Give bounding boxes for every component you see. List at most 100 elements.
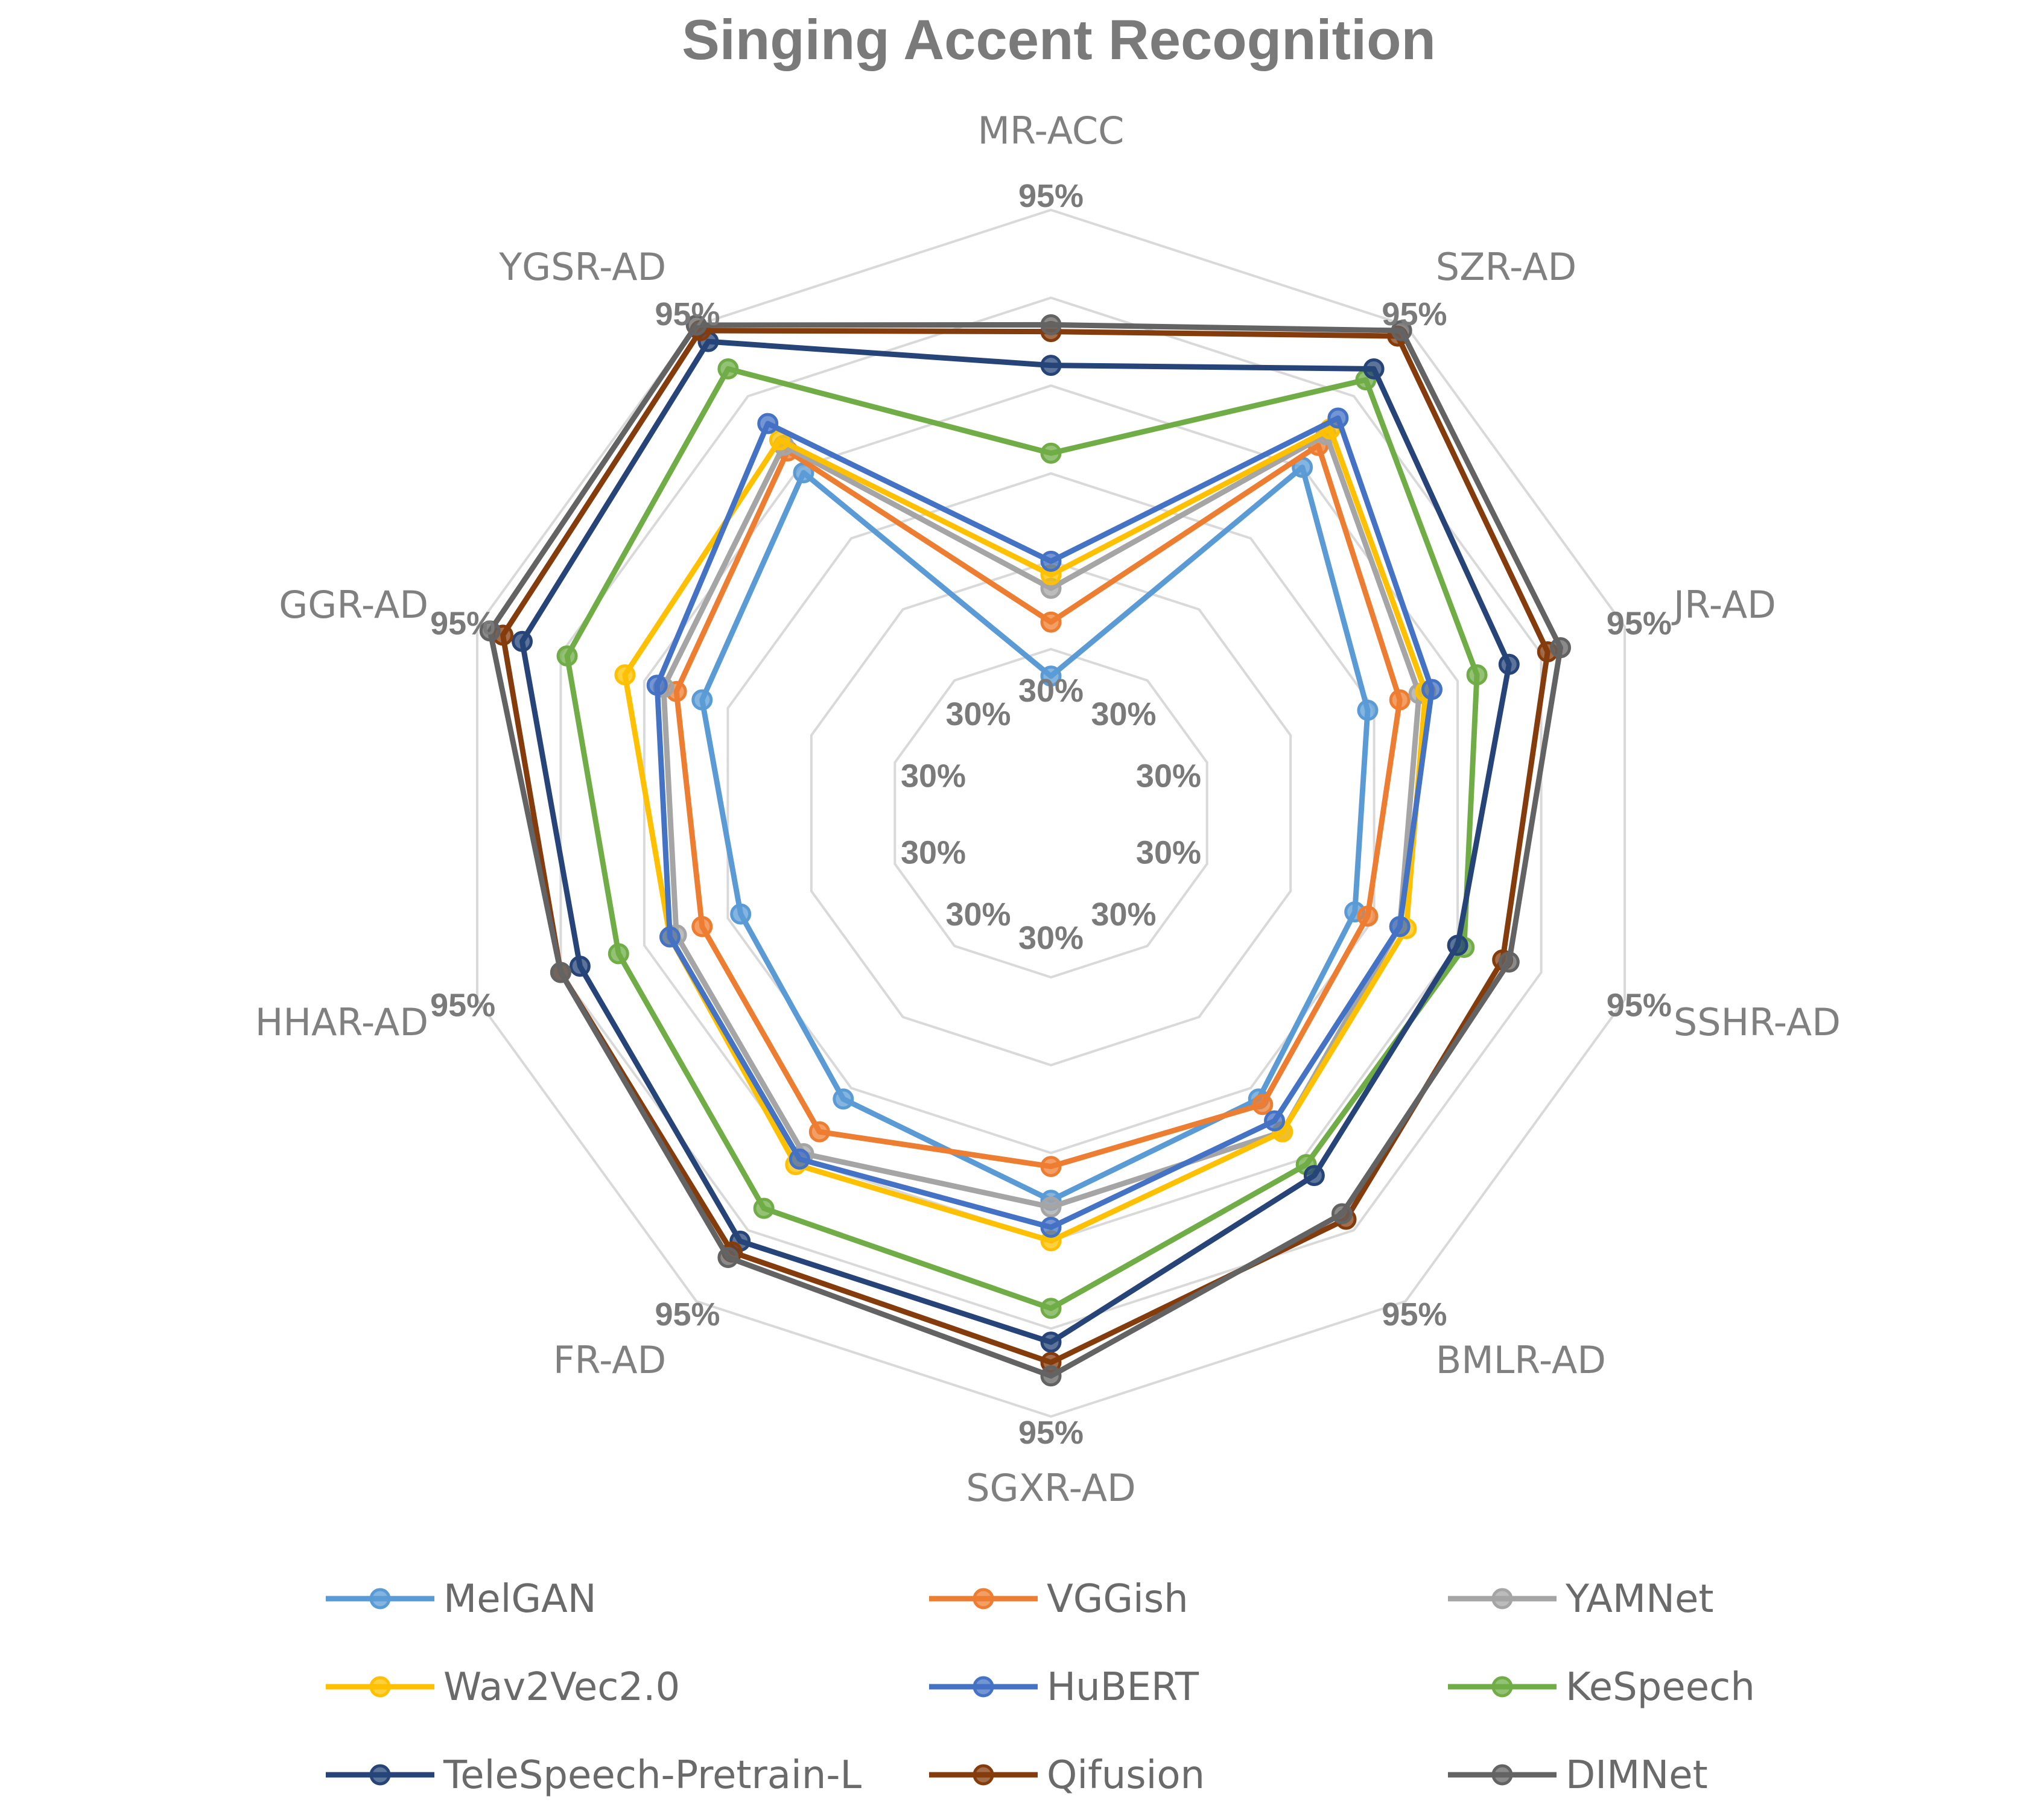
grid-ring xyxy=(893,647,1208,979)
data-point xyxy=(1040,442,1062,464)
tick-label-max: 95% xyxy=(1018,178,1084,214)
series-layer xyxy=(479,314,1572,1387)
tick-label-max: 95% xyxy=(1018,1415,1084,1451)
grid-ring xyxy=(475,208,1627,1418)
legend-marker xyxy=(973,1676,994,1698)
tick-label-min: 30% xyxy=(1136,834,1201,871)
series-line xyxy=(500,328,1550,1365)
tick-labels: 30% 95% 30% 95% 30% 95% 30% 95% 30% 95% 30% 95% 30% 9… xyxy=(430,178,1672,1451)
data-point xyxy=(808,1121,830,1143)
data-point xyxy=(1327,407,1349,429)
legend-marker xyxy=(369,1764,391,1786)
legend-item: VGGish xyxy=(929,1577,1189,1622)
data-point xyxy=(757,413,779,434)
data-point xyxy=(1363,358,1385,379)
legend-item: Qifusion xyxy=(929,1753,1205,1798)
series-vggish xyxy=(665,434,1411,1178)
data-point xyxy=(1421,679,1443,700)
chart-title: Singing Accent Recognition xyxy=(682,8,1436,71)
data-point xyxy=(1389,916,1411,937)
axis-label: YGSR-AD xyxy=(498,245,666,289)
data-point xyxy=(1498,653,1520,675)
data-point xyxy=(691,916,713,937)
series-dimnet xyxy=(479,314,1572,1387)
legend-marker xyxy=(369,1676,391,1698)
data-point xyxy=(1303,1165,1325,1187)
data-point xyxy=(691,689,713,711)
legend-label: VGGish xyxy=(1047,1577,1189,1622)
legend-item: TeleSpeech-Pretrain-L xyxy=(326,1753,862,1798)
legend-label: Qifusion xyxy=(1047,1753,1205,1798)
data-point xyxy=(685,314,707,336)
data-point xyxy=(1040,1156,1062,1178)
data-point xyxy=(614,664,636,686)
data-point xyxy=(717,358,739,379)
tick-label-min: 30% xyxy=(1018,673,1084,709)
legend-marker xyxy=(1491,1676,1513,1698)
tick-label-max: 95% xyxy=(1607,988,1672,1024)
tick-label-max: 95% xyxy=(1382,1296,1447,1333)
series-hubert xyxy=(646,407,1443,1238)
legend: MelGAN VGGish YAMNet Wav2Vec2.0 HuBERT KeSpee… xyxy=(326,1577,1755,1798)
axis-label: SZR-AD xyxy=(1436,245,1577,289)
axis-label: FR-AD xyxy=(553,1338,666,1382)
data-point xyxy=(833,1088,854,1110)
data-point xyxy=(1040,1298,1062,1319)
legend-label: YAMNet xyxy=(1565,1577,1713,1622)
tick-label-min: 30% xyxy=(1091,696,1156,732)
data-point xyxy=(1040,314,1062,335)
data-point xyxy=(1466,664,1488,686)
data-point xyxy=(512,630,533,652)
legend-label: KeSpeech xyxy=(1566,1665,1755,1710)
tick-label-min: 30% xyxy=(901,758,966,794)
legend-label: DIMNet xyxy=(1566,1753,1708,1798)
legend-label: MelGAN xyxy=(443,1577,597,1622)
data-point xyxy=(1040,1365,1062,1387)
legend-item: MelGAN xyxy=(326,1577,597,1622)
data-point xyxy=(1498,951,1520,973)
axis-label: SSHR-AD xyxy=(1674,1000,1841,1044)
data-point xyxy=(659,926,681,948)
tick-label-max: 95% xyxy=(655,296,720,332)
tick-label-min: 30% xyxy=(945,696,1011,732)
data-point xyxy=(1389,689,1411,711)
legend-marker xyxy=(1491,1588,1513,1610)
legend-item: DIMNet xyxy=(1448,1753,1708,1798)
tick-label-min: 30% xyxy=(945,896,1011,933)
data-point xyxy=(550,962,571,983)
data-point xyxy=(556,645,578,667)
data-point xyxy=(1040,1196,1062,1218)
tick-label-max: 95% xyxy=(430,988,495,1024)
tick-label-min: 30% xyxy=(1136,758,1201,794)
legend-label: Wav2Vec2.0 xyxy=(443,1665,680,1710)
axis-label: JR-AD xyxy=(1671,583,1776,627)
data-point xyxy=(1040,611,1062,633)
data-point xyxy=(1447,934,1468,956)
legend-marker xyxy=(973,1588,994,1610)
tick-label-max: 95% xyxy=(655,1296,720,1333)
data-point xyxy=(1391,320,1412,341)
data-point xyxy=(1331,1203,1353,1225)
legend-item: YAMNet xyxy=(1448,1577,1713,1622)
data-point xyxy=(789,1148,810,1170)
data-point xyxy=(1040,665,1062,687)
data-point xyxy=(730,903,752,925)
legend-item: HuBERT xyxy=(929,1665,1199,1710)
data-point xyxy=(646,674,668,696)
tick-label-min: 30% xyxy=(1091,896,1156,933)
axis-label: BMLR-AD xyxy=(1436,1338,1606,1382)
data-point xyxy=(1357,699,1379,721)
data-point xyxy=(753,1197,775,1219)
legend-marker xyxy=(369,1588,391,1610)
tick-label-max: 95% xyxy=(1382,296,1447,332)
data-point xyxy=(1040,1331,1062,1353)
data-point xyxy=(569,956,591,977)
axis-labels: MR-ACC SZR-AD JR-AD SSHR-AD BMLR-AD SGXR-AD FR… xyxy=(255,109,1841,1510)
axis-label: MR-ACC xyxy=(978,109,1125,153)
data-point xyxy=(1550,637,1572,659)
tick-label-min: 30% xyxy=(901,834,966,871)
data-point xyxy=(1252,1094,1274,1115)
legend-marker xyxy=(1491,1764,1513,1786)
axis-label: GGR-AD xyxy=(279,583,428,627)
axis-label: HHAR-AD xyxy=(255,1000,428,1044)
